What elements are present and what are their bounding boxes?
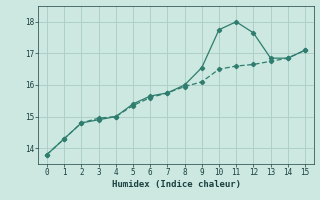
X-axis label: Humidex (Indice chaleur): Humidex (Indice chaleur) <box>111 180 241 189</box>
